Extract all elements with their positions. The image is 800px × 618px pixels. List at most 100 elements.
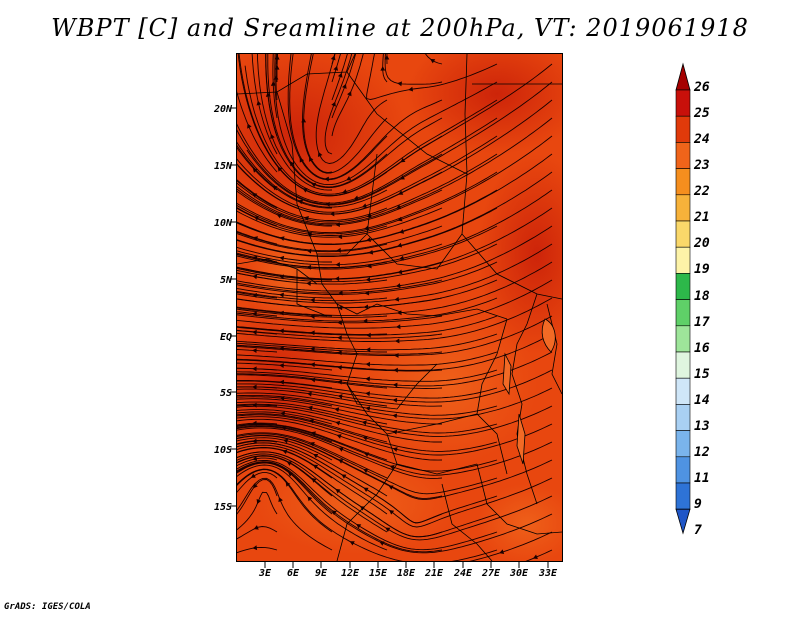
streamline-arrow <box>304 215 309 221</box>
streamline-arrow <box>365 376 370 382</box>
streamline-arrow <box>365 277 371 282</box>
streamline-arrow <box>532 554 538 560</box>
colorbar-segment <box>675 194 691 222</box>
lon-label-33e: 33E <box>538 568 558 579</box>
streamlines <box>237 54 553 561</box>
colorbar-segment <box>675 115 691 143</box>
streamline-arrow <box>278 497 283 503</box>
streamline-arrow <box>329 211 335 217</box>
streamline-arrow <box>336 434 342 439</box>
colorbar-label: 21 <box>694 210 710 225</box>
colorbar-segment <box>675 351 691 379</box>
streamline-arrow <box>256 499 262 505</box>
streamline-arrow <box>395 283 401 288</box>
colorbar-label: 23 <box>694 158 710 173</box>
streamline-arrow <box>337 305 343 311</box>
streamline-arrow <box>337 365 342 370</box>
streamline-arrow <box>395 324 401 330</box>
streamline-arrow <box>499 549 505 555</box>
colorbar-label: 25 <box>694 106 710 121</box>
streamline-arrow <box>338 459 344 464</box>
grads-credit: GrADS: IGES/COLA <box>4 602 91 612</box>
streamline-arrow <box>310 346 315 352</box>
streamline-arrow <box>396 204 402 210</box>
streamline-arrow <box>338 447 344 452</box>
streamline-arrow <box>365 347 371 353</box>
colorbar-max-arrow <box>675 62 691 91</box>
streamline-arrow <box>337 350 342 356</box>
colorbar-label: 13 <box>694 419 710 434</box>
streamline-arrow <box>337 379 343 385</box>
streamline-arrow <box>366 237 371 243</box>
colorbar-segment <box>675 168 691 196</box>
streamline-arrow <box>307 405 313 411</box>
cool-region <box>477 484 562 561</box>
streamline-arrow <box>272 185 278 191</box>
streamline-arrow <box>335 262 340 268</box>
colorbar-label: 14 <box>694 393 710 408</box>
lat-label-10n: 10N <box>213 218 232 229</box>
streamline-arrow <box>397 81 403 87</box>
streamline-arrow <box>338 290 343 296</box>
streamline-arrow <box>317 151 323 157</box>
streamline-arrow <box>363 452 369 457</box>
streamline-arrow <box>306 248 312 254</box>
streamline-arrow <box>389 465 395 470</box>
colorbar-min-arrow <box>675 508 691 535</box>
colorbar-segment <box>675 246 691 274</box>
streamline-arrow <box>349 541 355 546</box>
streamline-arrow <box>361 203 367 209</box>
streamline-arrow <box>394 338 400 344</box>
colorbar-label: 24 <box>694 132 710 147</box>
streamline-arrow <box>279 236 285 241</box>
colorbar-segment <box>675 89 691 117</box>
streamline-arrow <box>385 527 391 532</box>
streamline-arrow <box>311 478 317 483</box>
lon-label-12e: 12E <box>340 568 360 579</box>
colorbar-segment <box>675 220 691 248</box>
lon-label-15e: 15E <box>368 568 388 579</box>
streamline-arrow <box>368 249 374 255</box>
streamline-arrow <box>384 55 390 60</box>
streamline-arrow <box>313 464 319 470</box>
streamline-arrow <box>399 255 405 261</box>
streamline-arrow <box>310 297 315 303</box>
streamline-arrow <box>334 276 340 282</box>
streamline-arrow <box>252 348 257 354</box>
streamline-arrow <box>325 201 330 207</box>
streamline-arrow <box>279 274 284 280</box>
colorbar-label: 22 <box>694 184 710 199</box>
streamline-arrow <box>299 157 305 163</box>
streamline-arrow <box>341 474 347 479</box>
streamline-arrow <box>313 453 319 459</box>
streamline-arrow <box>253 525 259 530</box>
streamline-arrow <box>283 438 289 444</box>
streamline-arrow <box>333 65 339 71</box>
streamline-arrow <box>310 330 315 336</box>
streamline-arrow <box>346 176 352 181</box>
colorbar-label: 7 <box>694 523 702 538</box>
streamline-arrow <box>363 468 369 474</box>
streamline-arrow <box>394 296 400 302</box>
colorbar-segment <box>675 325 691 353</box>
streamline-arrow <box>279 363 284 368</box>
streamline-arrow <box>252 311 257 317</box>
streamline-arrow <box>252 545 258 551</box>
lat-label-eq: EQ <box>219 332 232 343</box>
streamline-arrow <box>253 483 258 489</box>
colorbar-segment <box>675 273 691 300</box>
lat-label-20n: 20N <box>213 104 232 115</box>
colorbar-segment <box>675 456 691 484</box>
colorbar-label: 9 <box>694 497 702 512</box>
streamline-arrow <box>365 406 371 411</box>
map-canvas <box>237 54 562 561</box>
streamline-arrow <box>347 91 352 97</box>
colorbar-segment <box>675 404 691 431</box>
streamline-arrow <box>365 361 371 367</box>
colorbar <box>675 62 691 535</box>
lakes <box>502 318 556 465</box>
streamline-arrow <box>392 413 398 419</box>
axis-ticks <box>230 107 549 568</box>
streamline-arrow <box>337 320 342 326</box>
streamline-arrow <box>310 314 315 319</box>
